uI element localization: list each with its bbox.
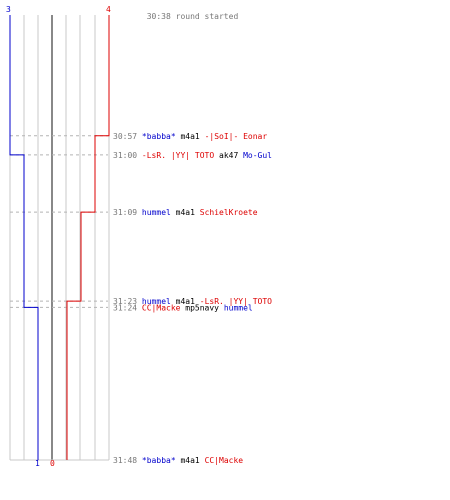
- round-start-text: round started: [176, 12, 239, 21]
- blue-end-count: 1: [35, 459, 40, 468]
- svg-text:31:48 *babba* m4a1 CC|Macke: 31:48 *babba* m4a1 CC|Macke: [113, 456, 243, 465]
- event-killer: CC|Macke: [142, 303, 181, 312]
- event-weapon: mp5navy: [185, 303, 219, 312]
- svg-text:31:24 CC|Macke mp5navy hummel: 31:24 CC|Macke mp5navy hummel: [113, 303, 253, 312]
- round-start-time: 30:38: [147, 12, 171, 21]
- event-killer: hummel: [142, 208, 171, 217]
- event-weapon: ak47: [219, 151, 238, 160]
- grid-lines: [9, 15, 110, 461]
- svg-text:31:09 hummel m4a1 SchielKroete: 31:09 hummel m4a1 SchielKroete: [113, 208, 258, 217]
- red-team-count-line: [66, 15, 110, 460]
- event-time: 31:23: [113, 297, 137, 306]
- kill-event-list: 30:57 *babba* m4a1 -|SoI|- Eonar 31:00 -L…: [113, 132, 272, 465]
- event-killer: -LsR. |YY| TOTO: [142, 151, 214, 160]
- event-weapon: m4a1: [180, 132, 199, 141]
- event-guide-lines: [10, 135, 108, 308]
- event-time: 31:48: [113, 456, 137, 465]
- event-time: 31:09: [113, 208, 137, 217]
- svg-text:30:57 *babba* m4a1 -|SoI|- Eon: 30:57 *babba* m4a1 -|SoI|- Eonar: [113, 132, 267, 141]
- event-victim: SchielKroete: [200, 208, 258, 217]
- event-victim: Mo-Gul: [243, 151, 272, 160]
- kill-event-row: 31:24 CC|Macke mp5navy hummel: [113, 303, 253, 312]
- event-weapon: m4a1: [176, 297, 195, 306]
- kill-event-row: 30:57 *babba* m4a1 -|SoI|- Eonar: [113, 132, 267, 141]
- kill-event-row: 31:00 -LsR. |YY| TOTO ak47 Mo-Gul: [113, 151, 272, 160]
- blue-team-count-line: [9, 15, 39, 460]
- kill-event-row: 31:09 hummel m4a1 SchielKroete: [113, 208, 258, 217]
- kill-event-row: 31:23 hummel m4a1 -LsR. |YY| TOTO: [113, 297, 272, 306]
- event-weapon: m4a1: [176, 208, 195, 217]
- svg-text:31:00 -LsR. |YY| TOTO ak47 Mo-: 31:00 -LsR. |YY| TOTO ak47 Mo-Gul: [113, 151, 272, 160]
- event-victim: -LsR. |YY| TOTO: [200, 297, 272, 306]
- event-victim: hummel: [224, 303, 253, 312]
- event-victim: CC|Macke: [205, 456, 244, 465]
- blue-start-count: 3: [6, 5, 11, 14]
- svg-text:30:38 round started: 30:38 round started: [113, 12, 262, 21]
- count-labels: 3 4 1 0: [6, 5, 111, 468]
- event-killer: *babba*: [142, 456, 176, 465]
- event-killer: *babba*: [142, 132, 176, 141]
- red-start-count: 4: [106, 5, 111, 14]
- event-weapon: m4a1: [180, 456, 199, 465]
- svg-text:31:23 hummel m4a1 -LsR. |YY| T: 31:23 hummel m4a1 -LsR. |YY| TOTO: [113, 297, 272, 306]
- kill-event-row: 31:48 *babba* m4a1 CC|Macke: [113, 456, 243, 465]
- event-killer: hummel: [142, 297, 171, 306]
- event-time: 31:00: [113, 151, 137, 160]
- red-end-count: 0: [50, 459, 55, 468]
- event-victim: -|SoI|- Eonar: [205, 132, 268, 141]
- round-start-row: 30:38 round started: [113, 12, 262, 21]
- team-count-series: [9, 15, 110, 460]
- event-time: 30:57: [113, 132, 137, 141]
- event-time: 31:24: [113, 303, 137, 312]
